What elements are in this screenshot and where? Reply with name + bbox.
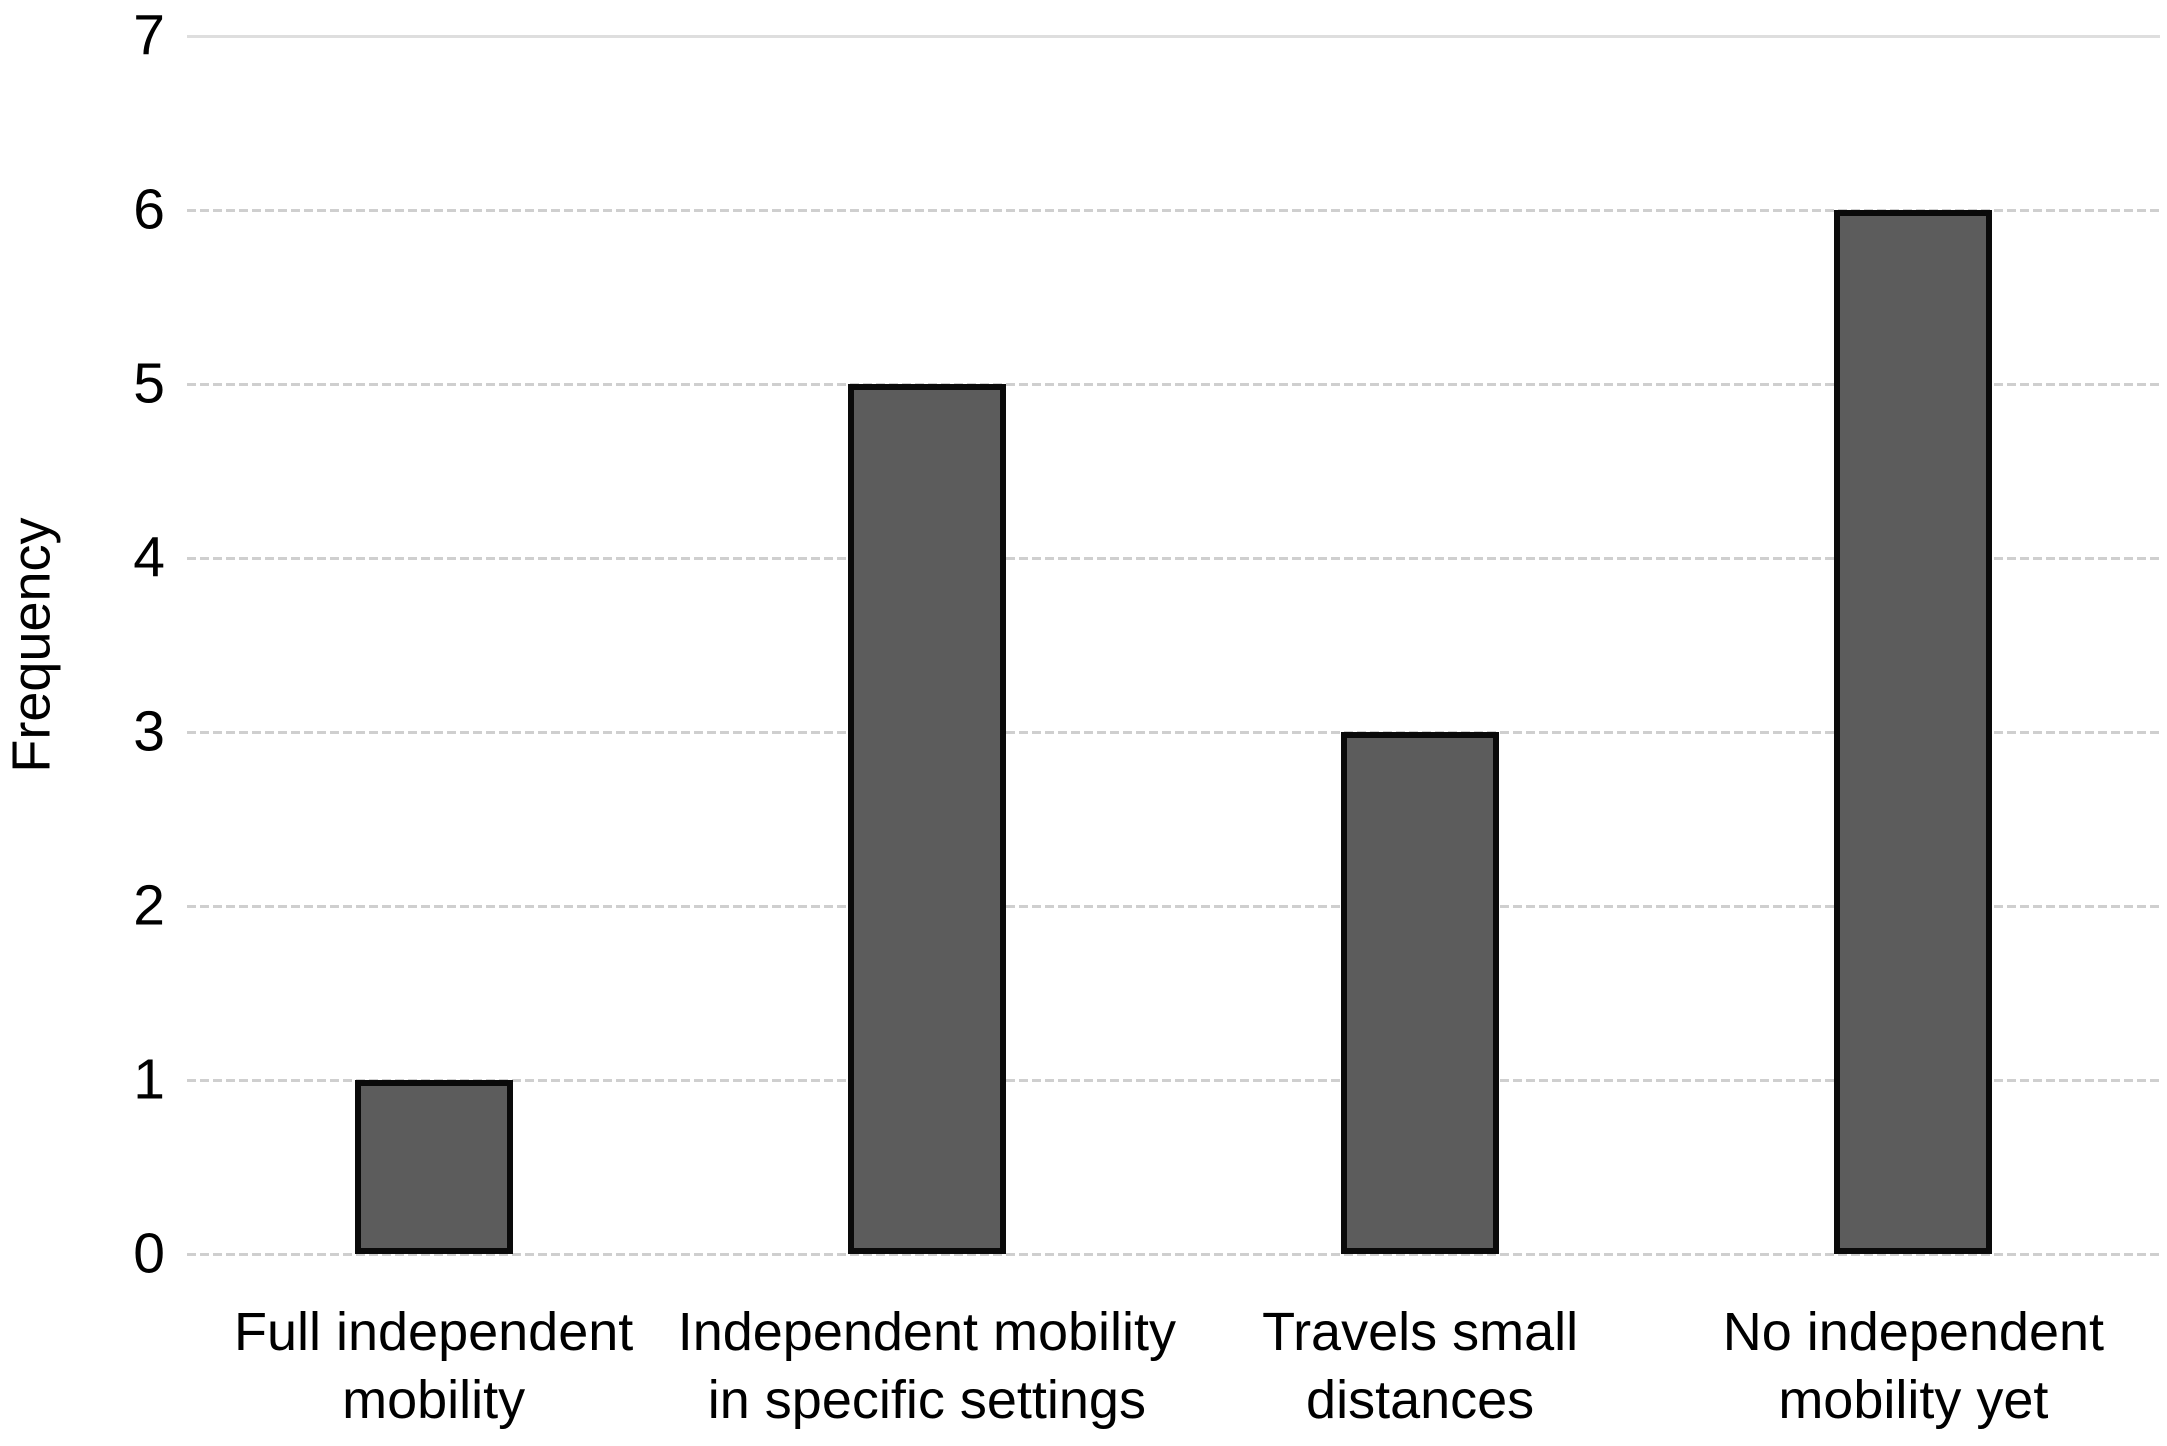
gridline-y-3: [187, 730, 2160, 734]
y-tick-label-4: 4: [133, 525, 165, 590]
gridline-y-1: [187, 1078, 2160, 1082]
bar-3: [1834, 210, 1993, 1254]
x-axis-category-label-0: Full independent mobility: [233, 1302, 634, 1430]
y-tick-label-1: 1: [133, 1047, 165, 1112]
bar-2: [1341, 732, 1500, 1254]
y-tick-label-3: 3: [133, 699, 165, 764]
gridline-y-4: [187, 556, 2160, 560]
gridline-y-5: [187, 382, 2160, 386]
gridline-y-7: [187, 34, 2160, 38]
gridline-y-2: [187, 904, 2160, 908]
y-tick-label-6: 6: [133, 177, 165, 242]
y-tick-label-5: 5: [133, 351, 165, 416]
y-tick-label-0: 0: [133, 1221, 165, 1286]
x-axis-category-label-3: No independent mobility yet: [1722, 1302, 2105, 1430]
gridline-y-0: [187, 1252, 2160, 1256]
bar-1: [847, 384, 1006, 1254]
gridline-y-6: [187, 208, 2160, 212]
bar-0: [354, 1080, 513, 1254]
x-axis-category-label-1: Independent mobility in specific setting…: [677, 1302, 1177, 1430]
y-tick-label-7: 7: [133, 3, 165, 68]
x-axis-category-label-2: Travels small distances: [1262, 1302, 1579, 1430]
y-tick-label-2: 2: [133, 873, 165, 938]
